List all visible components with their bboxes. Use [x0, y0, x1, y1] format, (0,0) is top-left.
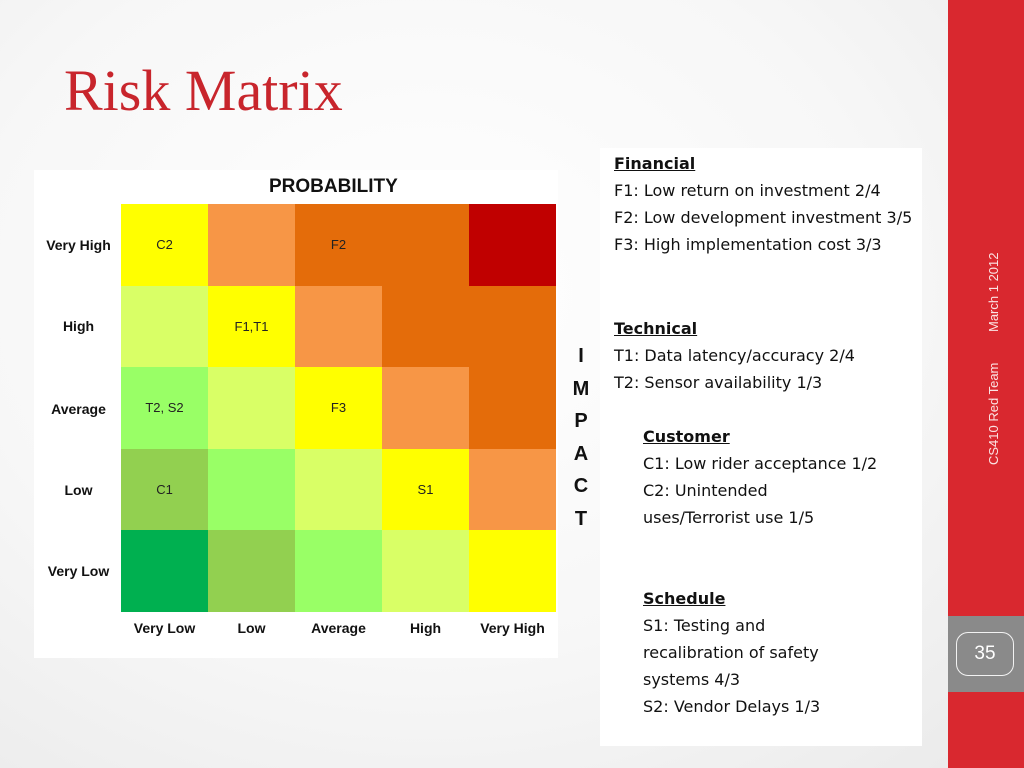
matrix-cell-l-vl: C1 [121, 448, 208, 530]
impact-letter: T [574, 507, 588, 530]
matrix-cell-vh-l [208, 204, 295, 286]
matrix-cell-h-vl [121, 285, 208, 367]
legend-item: F3: High implementation cost 3/3 [614, 235, 882, 254]
matrix-cell-h-a [295, 285, 382, 367]
impact-letter: P [574, 410, 588, 432]
legend-item: F1: Low return on investment 2/4 [614, 181, 881, 200]
col-label-average: Average [311, 620, 366, 636]
row-label-very-high: Very High [46, 237, 111, 253]
legend-item: S1: Testing and [643, 616, 766, 635]
matrix-cell-vl-vh [469, 530, 556, 612]
impact-letter: A [573, 442, 589, 465]
impact-axis-title: I M P A C T [566, 340, 596, 535]
legend-heading-financial: Financial [614, 154, 696, 173]
slide-date: March 1 2012 [986, 252, 1001, 333]
matrix-cell-vh-h [382, 204, 469, 286]
matrix-cell-a-vl: T2, S2 [121, 367, 208, 449]
matrix-cell-a-a: F3 [295, 367, 382, 449]
impact-letter: I [578, 345, 584, 367]
legend-item: C2: Unintended [643, 481, 768, 500]
legend-heading-technical: Technical [614, 319, 698, 338]
col-label-very-low: Very Low [133, 620, 196, 636]
matrix-cell-vh-vl: C2 [121, 204, 208, 286]
legend-customer: Customer C1: Low rider acceptance 1/2 C2… [643, 423, 913, 531]
matrix-cell-a-vh [469, 367, 556, 449]
matrix-cell-a-h [382, 367, 469, 449]
matrix-cell-l-l [208, 448, 295, 530]
row-label-very-low: Very Low [47, 563, 110, 579]
legend-financial: Financial F1: Low return on investment 2… [614, 150, 934, 258]
matrix-cell-l-vh [469, 448, 556, 530]
matrix-cell-vl-h [382, 530, 469, 612]
col-label-high: High [409, 620, 442, 636]
legend-schedule: Schedule S1: Testing and recalibration o… [643, 585, 913, 720]
risk-matrix-grid: C2 F2 F1,T1 T2, S2 F3 C1 S1 [121, 204, 556, 612]
probability-axis-title: PROBABILITY [269, 176, 398, 197]
legend-item: T1: Data latency/accuracy 2/4 [614, 346, 855, 365]
matrix-cell-l-a [295, 448, 382, 530]
impact-letter: C [573, 475, 589, 497]
slide-title: Risk Matrix [64, 58, 343, 123]
row-label-high: High [62, 318, 95, 334]
row-label-low: Low [64, 482, 93, 498]
slide-team: CS410 Red Team [986, 362, 1001, 465]
legend-heading-schedule: Schedule [643, 589, 726, 608]
legend-item: S2: Vendor Delays 1/3 [643, 697, 821, 716]
matrix-cell-h-l: F1,T1 [208, 285, 295, 367]
legend-item: F2: Low development investment 3/5 [614, 208, 913, 227]
col-label-very-high: Very High [480, 620, 545, 636]
col-label-low: Low [237, 620, 266, 636]
matrix-cell-vl-vl [121, 530, 208, 612]
legend-item: T2: Sensor availability 1/3 [614, 373, 823, 392]
matrix-cell-l-h: S1 [382, 448, 469, 530]
page-number-block [948, 616, 1024, 692]
impact-letter: M [572, 377, 590, 400]
legend-panel [600, 148, 922, 746]
matrix-cell-h-vh [469, 285, 556, 367]
row-label-average: Average [51, 401, 106, 417]
legend-item: uses/Terrorist use 1/5 [643, 508, 815, 527]
legend-item: systems 4/3 [643, 670, 741, 689]
matrix-cell-vl-a [295, 530, 382, 612]
matrix-cell-h-h [382, 285, 469, 367]
legend-item: C1: Low rider acceptance 1/2 [643, 454, 878, 473]
legend-item: recalibration of safety [643, 643, 819, 662]
legend-technical: Technical T1: Data latency/accuracy 2/4 … [614, 315, 934, 396]
matrix-cell-a-l [208, 367, 295, 449]
matrix-cell-vh-vh [469, 204, 556, 286]
legend-heading-customer: Customer [643, 427, 730, 446]
matrix-cell-vh-a: F2 [295, 204, 382, 286]
page-number-badge: 35 [956, 632, 1014, 676]
matrix-cell-vl-l [208, 530, 295, 612]
